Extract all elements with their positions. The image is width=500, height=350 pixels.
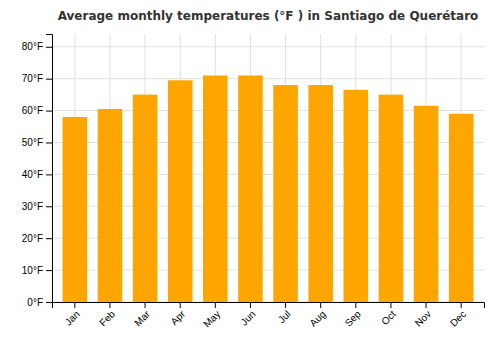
tick: Apr xyxy=(168,302,187,327)
grid xyxy=(52,34,484,302)
tick-mark xyxy=(320,302,321,308)
grid-line xyxy=(52,78,484,79)
bar xyxy=(168,80,193,302)
tick: 20°F xyxy=(22,233,52,244)
tick-label: 60°F xyxy=(22,105,43,116)
tick-label: Aug xyxy=(307,308,327,328)
tick: 40°F xyxy=(22,169,52,180)
x-axis: Jan Feb Mar Apr May Jun Jul Aug Sep Oct Nov Dec xyxy=(53,302,485,330)
tick: 50°F xyxy=(22,137,52,148)
tick: Feb xyxy=(97,302,117,328)
tick-mark xyxy=(46,111,52,112)
tick-mark xyxy=(426,302,427,308)
tick-label: Jan xyxy=(63,308,82,327)
tick-mark xyxy=(215,302,216,308)
plot: Jan Feb Mar Apr May Jun Jul Aug Sep Oct Nov Dec 0°F 1… xyxy=(22,34,485,330)
tick-label: Jun xyxy=(238,308,257,327)
tick-mark xyxy=(390,302,391,308)
tick: Sep xyxy=(343,302,364,329)
y-axis: 0°F 10°F 20°F 30°F 40°F 50°F 60°F 70°F 80°F xyxy=(22,35,53,308)
bar xyxy=(273,85,298,302)
grid-line xyxy=(52,46,484,47)
tick-mark xyxy=(46,47,52,48)
tick: Jun xyxy=(238,302,257,328)
tick-label: 50°F xyxy=(22,137,43,148)
tick: Oct xyxy=(379,302,398,327)
tick-label: Mar xyxy=(132,308,152,328)
tick-mark xyxy=(250,302,251,308)
tick-mark xyxy=(46,238,52,239)
tick: Dec xyxy=(448,302,468,329)
tick: 70°F xyxy=(22,73,52,84)
tick-label: 10°F xyxy=(22,265,43,276)
tick: Nov xyxy=(413,302,433,329)
tick: Mar xyxy=(132,302,152,328)
tick-mark xyxy=(46,142,52,143)
tick: 30°F xyxy=(22,201,52,212)
tick-mark xyxy=(46,206,52,207)
tick-mark xyxy=(109,302,110,308)
tick-mark xyxy=(180,302,181,308)
title: Average monthly temperatures (°F ) in Sa… xyxy=(58,9,479,23)
tick-label: Jul xyxy=(276,308,293,325)
tick-mark xyxy=(145,302,146,308)
axis-line xyxy=(53,303,485,309)
tick: 0°F xyxy=(27,297,52,308)
tick-mark xyxy=(46,79,52,80)
tick: 80°F xyxy=(22,41,52,52)
tick-mark xyxy=(74,302,75,308)
bar xyxy=(414,106,439,302)
bar xyxy=(238,75,263,302)
tick: May xyxy=(201,302,222,330)
tick-label: 0°F xyxy=(27,297,43,308)
tick-label: Dec xyxy=(448,308,468,328)
tick: 10°F xyxy=(22,265,52,276)
tick-mark xyxy=(355,302,356,308)
tick-mark xyxy=(285,302,286,308)
tick: Aug xyxy=(307,302,327,329)
tick-label: Feb xyxy=(97,308,117,328)
tick-label: Apr xyxy=(168,308,187,327)
tick-mark xyxy=(46,302,52,303)
tick-label: Oct xyxy=(379,308,398,327)
tick-mark xyxy=(461,302,462,308)
chart-container: Jan Feb Mar Apr May Jun Jul Aug Sep Oct Nov Dec 0°F 1… xyxy=(0,0,500,350)
tick: 60°F xyxy=(22,105,52,116)
tick-label: May xyxy=(201,308,222,329)
bar xyxy=(344,90,369,302)
tick-mark xyxy=(46,270,52,271)
tick-label: 20°F xyxy=(22,233,43,244)
bar xyxy=(203,75,228,302)
tick: Jul xyxy=(276,302,293,325)
tick-label: 30°F xyxy=(22,201,43,212)
chart: Jan Feb Mar Apr May Jun Jul Aug Sep Oct Nov Dec 0°F 1… xyxy=(0,0,500,350)
bars xyxy=(63,75,474,302)
tick-label: 70°F xyxy=(22,73,43,84)
tick-label: 40°F xyxy=(22,169,43,180)
bar xyxy=(449,114,474,302)
bar xyxy=(379,95,404,302)
axis-line xyxy=(46,35,53,303)
tick-mark xyxy=(46,174,52,175)
tick: Jan xyxy=(63,302,82,328)
bar xyxy=(133,95,158,302)
tick-label: Nov xyxy=(413,308,433,328)
bar xyxy=(98,109,123,302)
tick-label: 80°F xyxy=(22,41,43,52)
tick-label: Sep xyxy=(343,308,364,329)
bar xyxy=(63,117,88,302)
bar xyxy=(308,85,333,302)
